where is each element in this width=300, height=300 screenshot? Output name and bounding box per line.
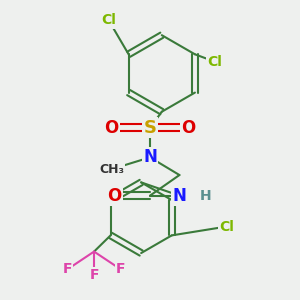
Text: S: S <box>143 119 157 137</box>
Text: Cl: Cl <box>219 220 234 234</box>
Text: Cl: Cl <box>207 55 222 69</box>
Text: F: F <box>116 262 125 276</box>
Text: O: O <box>181 119 195 137</box>
Text: F: F <box>89 268 99 282</box>
Text: N: N <box>172 187 186 205</box>
Text: Cl: Cl <box>101 14 116 27</box>
Text: CH₃: CH₃ <box>99 163 124 176</box>
Text: O: O <box>105 119 119 137</box>
Text: N: N <box>143 148 157 166</box>
Text: F: F <box>63 262 72 276</box>
Text: O: O <box>107 187 122 205</box>
Text: H: H <box>200 189 212 202</box>
